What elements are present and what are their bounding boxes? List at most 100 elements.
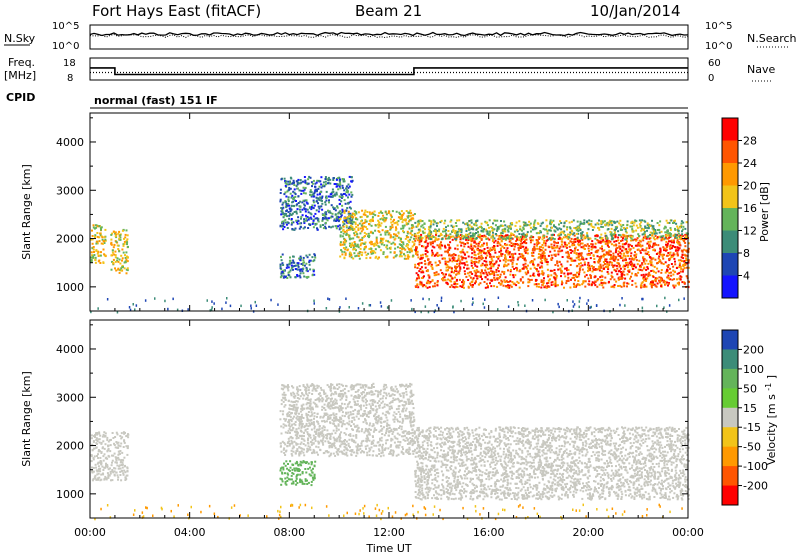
power-cell [513,268,516,270]
power-cell [309,216,312,219]
power-cell [475,237,478,239]
power-cell [343,209,346,212]
power-cell [299,226,302,229]
power-cell [457,228,460,231]
power-cell [601,284,604,287]
power-cell [483,248,486,250]
power-cell [289,256,291,259]
power-cell [340,227,343,230]
power-cell [299,276,302,279]
power-cell [477,231,479,234]
power-cell [288,204,290,207]
power-cell [629,277,631,280]
velocity-cell [113,470,116,473]
power-cell [103,240,106,243]
power-cell [295,200,297,202]
power-cell [350,215,353,218]
power-cell [122,244,125,247]
power-cell [431,242,434,245]
power-cell [579,220,582,223]
power-cell [428,235,431,238]
power-cell [429,280,432,283]
power-cell [561,249,564,252]
velocity-cell [320,388,323,391]
power-cell [637,233,640,236]
power-cell [430,265,433,268]
velocity-cell [353,451,355,454]
power-cell [671,255,674,258]
velocity-cell [366,454,369,457]
power-cell [487,285,489,287]
power-cell [478,275,480,278]
power-cell [610,222,613,224]
power-cell [486,232,489,235]
power-cell [364,226,367,229]
power-cell [114,232,117,235]
power-cell [637,271,640,274]
power-cell [555,276,558,279]
power-cell [622,224,625,226]
power-cell [351,220,354,223]
power-cell [397,216,400,219]
power-cell [523,235,526,238]
power-cell [527,270,529,273]
power-cell [601,250,604,253]
power-cell [430,241,433,244]
power-cell [389,225,392,228]
power-cell [600,237,603,240]
power-cell [312,201,315,204]
power-cell [439,261,442,264]
power-cell [317,210,320,213]
power-cell [470,247,473,250]
power-cell [602,286,605,289]
power-cell [575,284,578,287]
power-cell [524,271,527,274]
velocity-cell [284,443,287,446]
power-cell [279,192,282,194]
power-cell [532,226,535,228]
power-cell [539,261,542,264]
power-cell [431,266,434,269]
power-cell [662,263,665,265]
power-cell [533,228,536,231]
power-cell [308,217,311,220]
power-cell [423,231,426,234]
colorbar-swatch [722,118,738,141]
power-cell [327,176,330,179]
power-cell [475,232,477,234]
power-cell [461,248,464,251]
power-cell [450,271,453,274]
power-cell [377,230,380,232]
power-cell [666,221,669,224]
power-cell [394,233,397,236]
power-cell [420,257,423,260]
power-cell [545,258,548,261]
power-cell [607,268,610,271]
velocity-cell [103,453,106,456]
power-cell [563,286,565,289]
power-cell [477,242,480,245]
power-cell [374,248,377,251]
power-cell [384,225,387,228]
power-cell [320,205,323,208]
power-cell [507,269,509,272]
power-cell [324,201,327,204]
power-cell [592,254,595,257]
colorbar-tick-label: 20 [743,180,757,193]
power-cell [347,229,350,231]
power-cell [651,280,654,283]
power-cell [313,191,316,194]
velocity-cell [96,473,99,476]
power-cell [280,272,283,275]
velocity-cell [105,478,108,481]
power-cell [429,226,432,229]
power-cell [493,274,496,277]
power-cell [337,188,340,191]
power-cell [540,249,543,252]
power-cell [586,235,589,238]
power-cell [290,223,293,226]
power-cell [449,279,451,282]
power-cell [430,238,432,241]
power-cell [379,241,382,244]
power-cell [590,220,593,223]
